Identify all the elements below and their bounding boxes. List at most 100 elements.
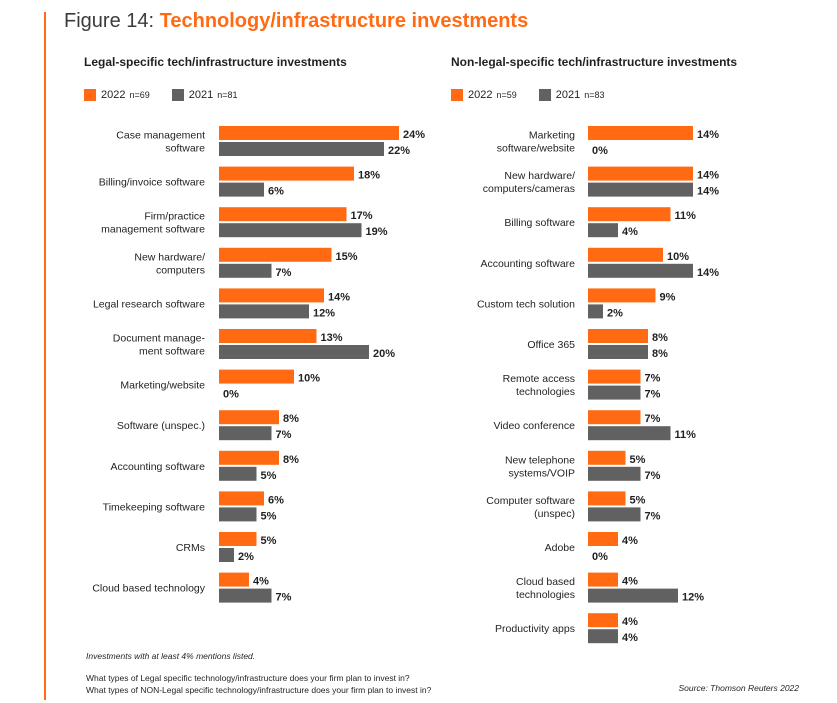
non-legal-value-label-2021: 8% bbox=[652, 348, 668, 360]
non-legal-bar-2021 bbox=[588, 304, 603, 319]
non-legal-value-label-2021: 7% bbox=[645, 510, 661, 522]
accent-rule bbox=[44, 12, 46, 700]
non-legal-value-label-2022: 4% bbox=[622, 535, 638, 547]
non-legal-category-label: Computer software (unspec) bbox=[486, 495, 575, 520]
legal-value-label-2022: 10% bbox=[298, 373, 320, 385]
legal-category-label: Marketing/website bbox=[120, 380, 205, 392]
non-legal-bar-2022 bbox=[588, 491, 626, 506]
legal-value-label-2022: 17% bbox=[351, 210, 373, 222]
non-legal-value-label-2021: 11% bbox=[675, 429, 697, 441]
non-legal-bar-2022 bbox=[588, 126, 693, 140]
non-legal-bar-2022 bbox=[588, 369, 641, 384]
legal-bar-2021 bbox=[219, 142, 384, 156]
legend-swatch-2021 bbox=[538, 89, 551, 101]
legal-value-label-2021: 19% bbox=[366, 226, 388, 238]
legend-swatch-2022 bbox=[451, 89, 463, 101]
non-legal-value-label-2021: 2% bbox=[607, 307, 623, 319]
legal-bar-2022 bbox=[219, 126, 399, 140]
legal-bar-2021 bbox=[219, 304, 309, 319]
legal-bar-2021 bbox=[219, 548, 234, 562]
non-legal-bar-2022 bbox=[588, 207, 671, 222]
non-legal-bar-2022 bbox=[588, 329, 648, 343]
legal-value-label-2021: 0% bbox=[223, 389, 239, 401]
legal-bar-2021 bbox=[219, 345, 369, 359]
non-legal-value-label-2022: 8% bbox=[652, 332, 668, 344]
legal-bar-2022 bbox=[219, 329, 317, 343]
non-legal-value-label-2022: 14% bbox=[697, 129, 719, 141]
legal-category-label: Accounting software bbox=[110, 461, 205, 473]
legal-bar-2021 bbox=[219, 223, 362, 238]
legal-bar-2021 bbox=[219, 466, 257, 481]
legal-category-label: Timekeeping software bbox=[103, 501, 205, 513]
legal-bar-2021 bbox=[219, 426, 272, 441]
legal-value-label-2022: 8% bbox=[283, 413, 299, 425]
legend-label-2022: 2022 bbox=[101, 89, 126, 101]
non-legal-value-label-2022: 11% bbox=[675, 210, 697, 222]
non-legal-bar-2022 bbox=[588, 166, 693, 181]
legal-value-label-2021: 5% bbox=[261, 470, 277, 482]
non-legal-value-label-2022: 7% bbox=[645, 373, 661, 385]
legal-value-label-2021: 20% bbox=[373, 348, 395, 360]
legal-category-label: Case management software bbox=[116, 130, 205, 155]
legend-n-2021: n=83 bbox=[584, 90, 605, 100]
legal-category-label: CRMs bbox=[176, 542, 205, 554]
non-legal-value-label-2021: 4% bbox=[622, 226, 638, 238]
legal-bar-2021 bbox=[219, 182, 264, 197]
legal-category-label: New hardware/computers bbox=[134, 251, 205, 276]
legal-bar-2021 bbox=[219, 263, 272, 278]
non-legal-bar-2021 bbox=[588, 588, 678, 603]
non-legal-value-label-2021: 14% bbox=[697, 267, 719, 279]
mentions-note: Investments with at least 4% mentions li… bbox=[86, 651, 256, 661]
legal-bar-2021 bbox=[219, 588, 272, 603]
non-legal-value-label-2021: 0% bbox=[592, 145, 608, 157]
legal-value-label-2022: 4% bbox=[253, 576, 269, 588]
non-legal-bar-2022 bbox=[588, 613, 618, 628]
non-legal-bar-2022 bbox=[588, 532, 618, 546]
legend-label-2021: 2021 bbox=[555, 89, 581, 101]
non-legal-value-label-2021: 7% bbox=[645, 389, 661, 401]
non-legal-category-label: New hardware/computers/cameras bbox=[483, 170, 575, 195]
non-legal-category-label: Remote access technologies bbox=[503, 373, 575, 398]
legal-category-label: Firm/practice management software bbox=[101, 211, 205, 236]
non-legal-bar-2021 bbox=[588, 426, 671, 441]
legal-value-label-2022: 6% bbox=[268, 494, 284, 506]
non-legal-bar-2022 bbox=[588, 247, 663, 262]
legal-value-label-2021: 22% bbox=[388, 145, 410, 157]
legal-value-label-2021: 7% bbox=[276, 592, 292, 604]
legal-value-label-2022: 24% bbox=[403, 129, 425, 141]
figure-title: Figure 14: Technology/infrastructure inv… bbox=[64, 10, 528, 33]
legal-value-label-2021: 12% bbox=[313, 307, 335, 319]
legal-bar-2022 bbox=[219, 247, 332, 262]
question-non-legal: What types of NON-Legal specific technol… bbox=[86, 685, 432, 695]
non-legal-bar-2022 bbox=[588, 410, 641, 425]
legal-value-label-2022: 14% bbox=[328, 291, 350, 303]
non-legal-value-label-2022: 5% bbox=[630, 494, 646, 506]
non-legal-category-label: Cloud based technologies bbox=[516, 576, 575, 601]
legal-category-label: Legal research software bbox=[93, 298, 205, 310]
non-legal-value-label-2022: 4% bbox=[622, 576, 638, 588]
left-panel-title: Legal-specific tech/infrastructure inves… bbox=[84, 55, 347, 69]
non-legal-bar-2022 bbox=[588, 572, 618, 587]
legal-value-label-2022: 18% bbox=[358, 170, 380, 182]
legal-value-label-2022: 13% bbox=[321, 332, 343, 344]
non-legal-bar-2021 bbox=[588, 263, 693, 278]
non-legal-category-label: Adobe bbox=[545, 542, 576, 554]
non-legal-category-label: Marketing software/website bbox=[497, 130, 575, 155]
non-legal-value-label-2021: 12% bbox=[682, 592, 704, 604]
non-legal-value-label-2021: 0% bbox=[592, 551, 608, 563]
legal-value-label-2022: 8% bbox=[283, 454, 299, 466]
legal-value-label-2021: 2% bbox=[238, 551, 254, 563]
non-legal-value-label-2021: 14% bbox=[697, 186, 719, 198]
non-legal-category-label: Billing software bbox=[504, 217, 575, 229]
non-legal-category-label: New telephone systems/VOIP bbox=[505, 454, 575, 479]
non-legal-bar-2022 bbox=[588, 450, 626, 465]
legal-bar-2022 bbox=[219, 288, 324, 303]
non-legal-bar-2021 bbox=[588, 507, 641, 522]
legal-value-label-2021: 7% bbox=[276, 429, 292, 441]
non-legal-category-label: Video conference bbox=[493, 420, 575, 432]
legend-swatch-2021 bbox=[171, 89, 184, 101]
non-legal-value-label-2022: 9% bbox=[660, 291, 676, 303]
left-legend: 2022 n=69 2021 n=81 bbox=[84, 89, 260, 101]
non-legal-bar-2021 bbox=[588, 345, 648, 359]
non-legal-bar-2021 bbox=[588, 182, 693, 197]
